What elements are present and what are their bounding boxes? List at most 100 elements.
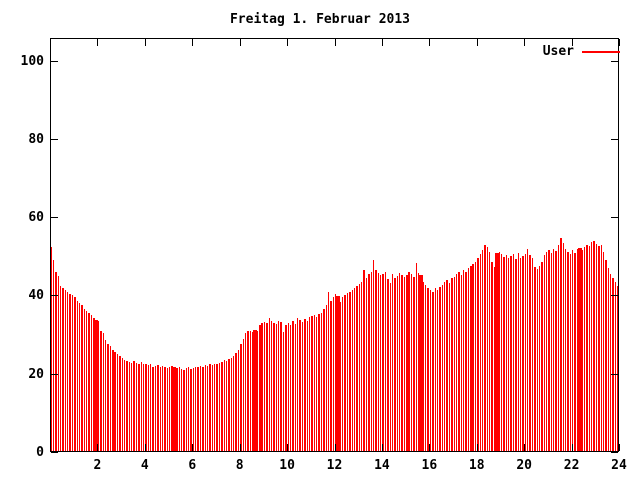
user-count-bar xyxy=(235,353,237,452)
user-count-bar xyxy=(88,313,90,452)
user-count-bar xyxy=(225,361,228,452)
y-tick-mark xyxy=(51,373,58,375)
x-tick-label: 2 xyxy=(93,458,102,473)
user-count-bar xyxy=(216,364,218,452)
user-count-bar xyxy=(391,273,394,452)
user-count-bar xyxy=(593,240,595,452)
x-tick-mark xyxy=(144,444,146,451)
user-count-bar xyxy=(90,315,93,452)
user-count-bar xyxy=(472,264,474,452)
user-count-bar xyxy=(105,340,107,452)
user-count-bar xyxy=(318,314,320,452)
user-count-bar xyxy=(484,245,486,452)
user-count-bar xyxy=(197,367,199,452)
user-count-bar xyxy=(356,285,358,452)
user-count-bar xyxy=(119,356,121,452)
x-tick-label: 20 xyxy=(516,458,532,473)
user-count-bar xyxy=(505,255,508,452)
user-count-bar xyxy=(183,369,185,452)
user-count-bar xyxy=(57,275,59,452)
x-tick-label: 4 xyxy=(140,458,149,473)
user-count-bar xyxy=(342,297,344,452)
user-count-bar xyxy=(555,250,557,452)
x-tick-mark xyxy=(144,39,146,46)
user-count-bar xyxy=(299,319,301,452)
user-count-bar xyxy=(588,246,591,452)
user-count-bar xyxy=(249,330,252,452)
x-tick-label: 18 xyxy=(468,458,485,473)
user-count-bar xyxy=(268,317,270,452)
user-count-bar xyxy=(121,358,123,452)
user-count-bar xyxy=(135,363,138,452)
user-count-bar xyxy=(510,256,512,452)
user-count-bar xyxy=(572,250,574,452)
user-count-bar xyxy=(169,366,171,452)
user-count-bar xyxy=(171,365,173,452)
x-tick-label: 8 xyxy=(235,458,244,473)
x-tick-mark xyxy=(524,444,526,451)
user-count-bar xyxy=(252,331,254,452)
x-tick-mark xyxy=(571,444,573,451)
x-tick-label: 14 xyxy=(374,458,390,473)
user-count-bar xyxy=(280,322,282,452)
user-count-bar xyxy=(479,254,481,452)
x-tick-mark xyxy=(476,444,478,451)
user-count-bar xyxy=(451,277,453,452)
user-count-bar xyxy=(491,262,493,452)
y-tick-label: 40 xyxy=(28,288,44,304)
user-count-bar xyxy=(503,257,505,452)
user-count-bar xyxy=(377,272,380,452)
y-tick-mark xyxy=(51,60,58,62)
y-tick-mark xyxy=(51,217,58,219)
legend-series-label: User xyxy=(542,44,574,59)
user-count-bar xyxy=(389,282,391,452)
user-count-bar xyxy=(244,332,247,452)
user-count-bar xyxy=(574,253,576,452)
user-count-bar xyxy=(67,291,69,452)
user-count-bar xyxy=(185,368,187,452)
user-count-bar xyxy=(131,362,133,452)
user-count-bar xyxy=(316,316,318,452)
x-tick-label: 10 xyxy=(279,458,295,473)
user-count-bar xyxy=(256,330,259,452)
user-count-bar xyxy=(524,254,527,452)
user-count-bar xyxy=(517,253,519,452)
x-tick-mark xyxy=(287,444,289,451)
user-count-bar xyxy=(617,285,619,452)
user-count-bar xyxy=(586,244,588,452)
user-count-bar xyxy=(448,282,451,452)
user-count-bar xyxy=(306,320,308,452)
user-count-bar xyxy=(325,305,327,452)
y-tick-mark xyxy=(51,295,58,297)
user-count-bar xyxy=(486,247,489,452)
user-count-bar xyxy=(59,285,62,452)
user-count-bar xyxy=(116,354,119,452)
y-tick-mark xyxy=(611,60,618,62)
y-tick-mark xyxy=(611,217,618,219)
user-count-bar xyxy=(289,324,292,452)
user-count-bar xyxy=(467,268,470,452)
y-tick-label: 100 xyxy=(20,53,44,69)
user-count-bar xyxy=(330,301,332,452)
user-count-bar xyxy=(439,286,441,452)
user-count-bar xyxy=(266,322,268,452)
user-count-bar xyxy=(583,246,586,452)
user-count-bar xyxy=(387,279,389,452)
user-count-bar xyxy=(567,251,569,452)
x-tick-mark xyxy=(192,39,194,46)
legend-line-sample-icon xyxy=(582,51,620,53)
user-count-bar xyxy=(444,281,446,452)
user-count-bar xyxy=(176,368,178,452)
user-count-bar xyxy=(311,315,313,452)
user-count-bar xyxy=(147,365,150,452)
user-count-bar xyxy=(164,366,166,452)
x-tick-mark xyxy=(239,39,241,46)
user-count-bar xyxy=(327,291,330,452)
user-count-bar xyxy=(498,251,500,452)
user-count-bar xyxy=(206,365,209,452)
user-count-bar xyxy=(180,369,183,452)
user-count-bar xyxy=(93,317,95,452)
user-count-bar xyxy=(332,297,334,452)
user-count-bar xyxy=(406,275,408,452)
